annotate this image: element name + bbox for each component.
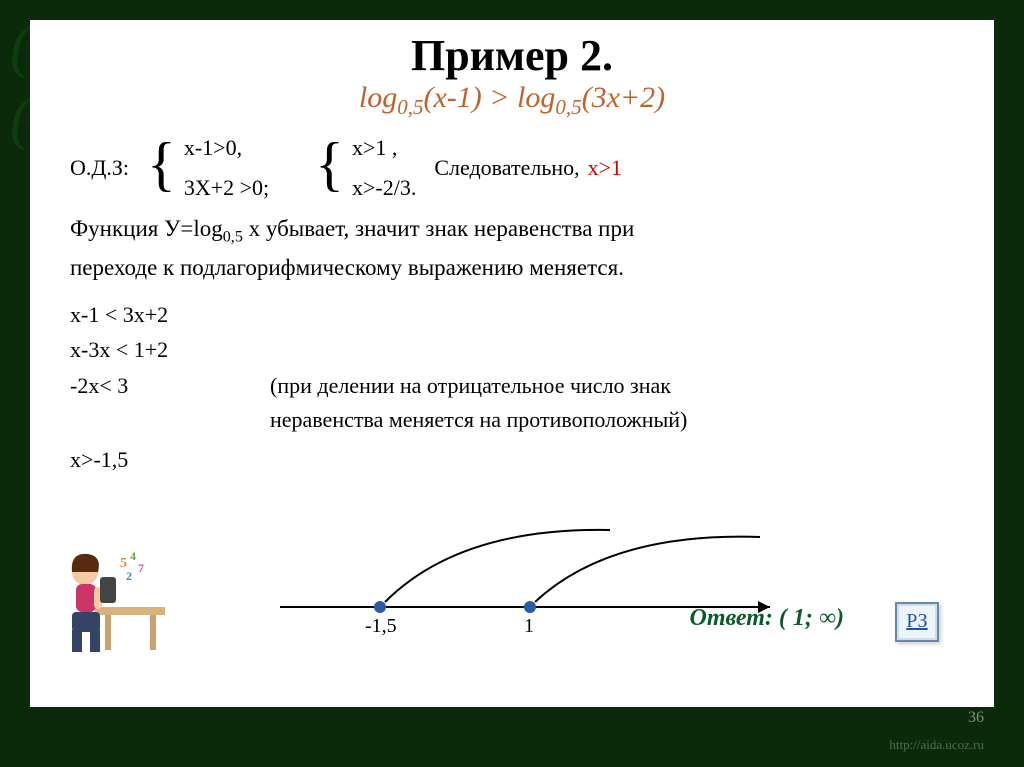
step-2: x-3x < 1+2 [70,332,954,367]
slide-title: Пример 2. [70,30,954,81]
note-line-1: (при делении на отрицательное число знак [270,368,671,403]
watermark: http://aida.ucoz.ru [889,737,984,753]
page-number: 36 [968,709,984,727]
system-1: x-1>0, 3X+2 >0; [184,135,269,201]
sys1-b: 3X+2 >0; [184,175,269,201]
odz-row: О.Д.З: { x-1>0, 3X+2 >0; { x>1 , x>-2/3.… [70,135,954,201]
sys1-a: x-1>0, [184,135,269,161]
body-line-2: переходе к подлагорифмическому выражению… [70,255,624,280]
step-1: x-1 < 3x+2 [70,297,954,332]
step-4: x>-1,5 [70,442,954,477]
svg-text:7: 7 [138,561,144,575]
explanation: Функция У=log0,5 x убывает, значит знак … [70,211,954,287]
solution-steps: x-1 < 3x+2 x-3x < 1+2 -2x< 3 (при делени… [70,297,954,477]
odz-follow: Следовательно, [434,155,579,181]
svg-text:4: 4 [130,549,136,563]
system-2: x>1 , x>-2/3. [352,135,416,201]
axis-label-2: 1 [524,615,534,637]
slide-content: Пример 2. log0,5(x-1) > log0,5(3x+2) О.Д… [30,20,994,707]
bottom-area: 5 4 7 2 -1,5 1 Ответ: ( 1; ∞) РЗ [70,482,954,652]
odz-label: О.Д.З: [70,155,129,181]
axis-label-1: -1,5 [365,615,397,637]
rz-button[interactable]: РЗ [895,602,939,642]
answer-text: Ответ: ( 1; ∞) [689,605,844,632]
note-line-2: неравенства меняется на противоположный) [270,403,954,436]
odz-result: x>1 [588,155,622,181]
step-3: -2x< 3 [70,368,270,403]
body-line-1: Функция У=log0,5 x убывает, значит знак … [70,216,634,241]
sys2-a: x>1 , [352,135,416,161]
sys2-b: x>-2/3. [352,175,416,201]
svg-text:2: 2 [126,569,132,583]
brace-icon: { [147,142,176,186]
equation-text: log0,5(x-1) > log0,5(3x+2) [359,81,665,114]
main-equation: log0,5(x-1) > log0,5(3x+2) [70,81,954,120]
brace-icon: { [315,142,344,186]
student-clipart: 5 4 7 2 [50,532,170,652]
